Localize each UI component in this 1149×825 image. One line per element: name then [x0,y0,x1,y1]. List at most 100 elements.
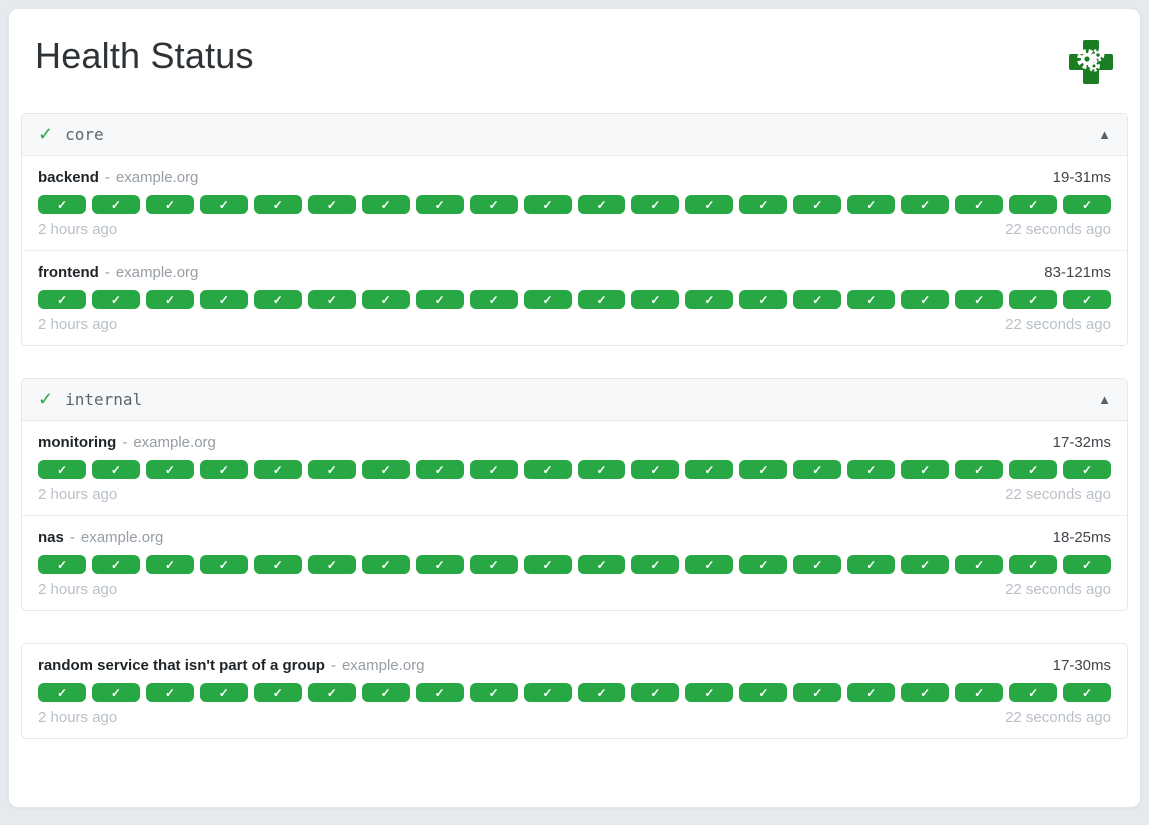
status-segment[interactable]: ✓ [361,290,410,309]
status-segment[interactable]: ✓ [955,290,1004,309]
status-segment[interactable]: ✓ [1009,290,1058,309]
status-segment[interactable]: ✓ [199,555,248,574]
status-segment[interactable]: ✓ [307,555,356,574]
status-segment[interactable]: ✓ [685,683,734,702]
status-segment[interactable]: ✓ [577,460,626,479]
status-segment[interactable]: ✓ [847,290,896,309]
status-segment[interactable]: ✓ [145,460,194,479]
status-segment[interactable]: ✓ [199,683,248,702]
status-segment[interactable]: ✓ [577,290,626,309]
status-segment[interactable]: ✓ [91,460,140,479]
status-segment[interactable]: ✓ [847,555,896,574]
status-segment[interactable]: ✓ [253,555,302,574]
status-segment[interactable]: ✓ [469,195,518,214]
status-segment[interactable]: ✓ [415,460,464,479]
status-segment[interactable]: ✓ [361,555,410,574]
status-segment[interactable]: ✓ [739,460,788,479]
status-segment[interactable]: ✓ [415,195,464,214]
status-segment[interactable]: ✓ [955,195,1004,214]
status-segment[interactable]: ✓ [631,460,680,479]
status-segment[interactable]: ✓ [523,195,572,214]
status-segment[interactable]: ✓ [307,290,356,309]
status-segment[interactable]: ✓ [415,290,464,309]
status-segment[interactable]: ✓ [415,555,464,574]
status-segment[interactable]: ✓ [793,555,842,574]
status-segment[interactable]: ✓ [91,290,140,309]
status-segment[interactable]: ✓ [955,683,1004,702]
status-segment[interactable]: ✓ [307,683,356,702]
status-segment[interactable]: ✓ [739,683,788,702]
status-segment[interactable]: ✓ [199,460,248,479]
status-segment[interactable]: ✓ [631,555,680,574]
status-segment[interactable]: ✓ [901,460,950,479]
status-segment[interactable]: ✓ [793,683,842,702]
status-segment[interactable]: ✓ [1063,683,1112,702]
status-segment[interactable]: ✓ [253,195,302,214]
status-segment[interactable]: ✓ [1063,460,1112,479]
status-segment[interactable]: ✓ [145,555,194,574]
status-segment[interactable]: ✓ [469,290,518,309]
status-segment[interactable]: ✓ [739,290,788,309]
status-segment[interactable]: ✓ [739,195,788,214]
group-header[interactable]: ✓ internal ▲ [22,379,1127,421]
status-segment[interactable]: ✓ [793,290,842,309]
status-segment[interactable]: ✓ [91,683,140,702]
status-segment[interactable]: ✓ [38,555,86,574]
status-segment[interactable]: ✓ [469,683,518,702]
status-segment[interactable]: ✓ [145,195,194,214]
status-segment[interactable]: ✓ [523,683,572,702]
status-segment[interactable]: ✓ [523,290,572,309]
collapse-chevron-icon[interactable]: ▲ [1098,392,1111,407]
status-segment[interactable]: ✓ [361,195,410,214]
status-segment[interactable]: ✓ [847,460,896,479]
status-segment[interactable]: ✓ [91,555,140,574]
status-segment[interactable]: ✓ [1009,683,1058,702]
status-segment[interactable]: ✓ [631,195,680,214]
status-segment[interactable]: ✓ [685,460,734,479]
status-segment[interactable]: ✓ [469,460,518,479]
status-segment[interactable]: ✓ [901,290,950,309]
status-segment[interactable]: ✓ [253,683,302,702]
status-segment[interactable]: ✓ [1063,555,1112,574]
status-segment[interactable]: ✓ [253,460,302,479]
status-segment[interactable]: ✓ [307,195,356,214]
status-segment[interactable]: ✓ [361,683,410,702]
status-segment[interactable]: ✓ [739,555,788,574]
status-segment[interactable]: ✓ [901,555,950,574]
status-segment[interactable]: ✓ [685,555,734,574]
status-segment[interactable]: ✓ [38,195,86,214]
status-segment[interactable]: ✓ [1009,555,1058,574]
status-segment[interactable]: ✓ [1063,290,1112,309]
status-segment[interactable]: ✓ [91,195,140,214]
status-segment[interactable]: ✓ [415,683,464,702]
status-segment[interactable]: ✓ [253,290,302,309]
collapse-chevron-icon[interactable]: ▲ [1098,127,1111,142]
status-segment[interactable]: ✓ [847,195,896,214]
status-segment[interactable]: ✓ [901,195,950,214]
status-segment[interactable]: ✓ [145,290,194,309]
status-segment[interactable]: ✓ [38,290,86,309]
status-segment[interactable]: ✓ [631,683,680,702]
status-segment[interactable]: ✓ [955,460,1004,479]
status-segment[interactable]: ✓ [577,683,626,702]
status-segment[interactable]: ✓ [145,683,194,702]
status-segment[interactable]: ✓ [685,195,734,214]
status-segment[interactable]: ✓ [1063,195,1112,214]
status-segment[interactable]: ✓ [199,195,248,214]
status-segment[interactable]: ✓ [307,460,356,479]
status-segment[interactable]: ✓ [523,460,572,479]
status-segment[interactable]: ✓ [1009,195,1058,214]
status-segment[interactable]: ✓ [847,683,896,702]
status-segment[interactable]: ✓ [793,195,842,214]
status-segment[interactable]: ✓ [199,290,248,309]
status-segment[interactable]: ✓ [685,290,734,309]
status-segment[interactable]: ✓ [38,683,86,702]
status-segment[interactable]: ✓ [1009,460,1058,479]
group-header[interactable]: ✓ core ▲ [22,114,1127,156]
status-segment[interactable]: ✓ [631,290,680,309]
status-segment[interactable]: ✓ [38,460,86,479]
status-segment[interactable]: ✓ [901,683,950,702]
status-segment[interactable]: ✓ [577,195,626,214]
status-segment[interactable]: ✓ [361,460,410,479]
status-segment[interactable]: ✓ [469,555,518,574]
